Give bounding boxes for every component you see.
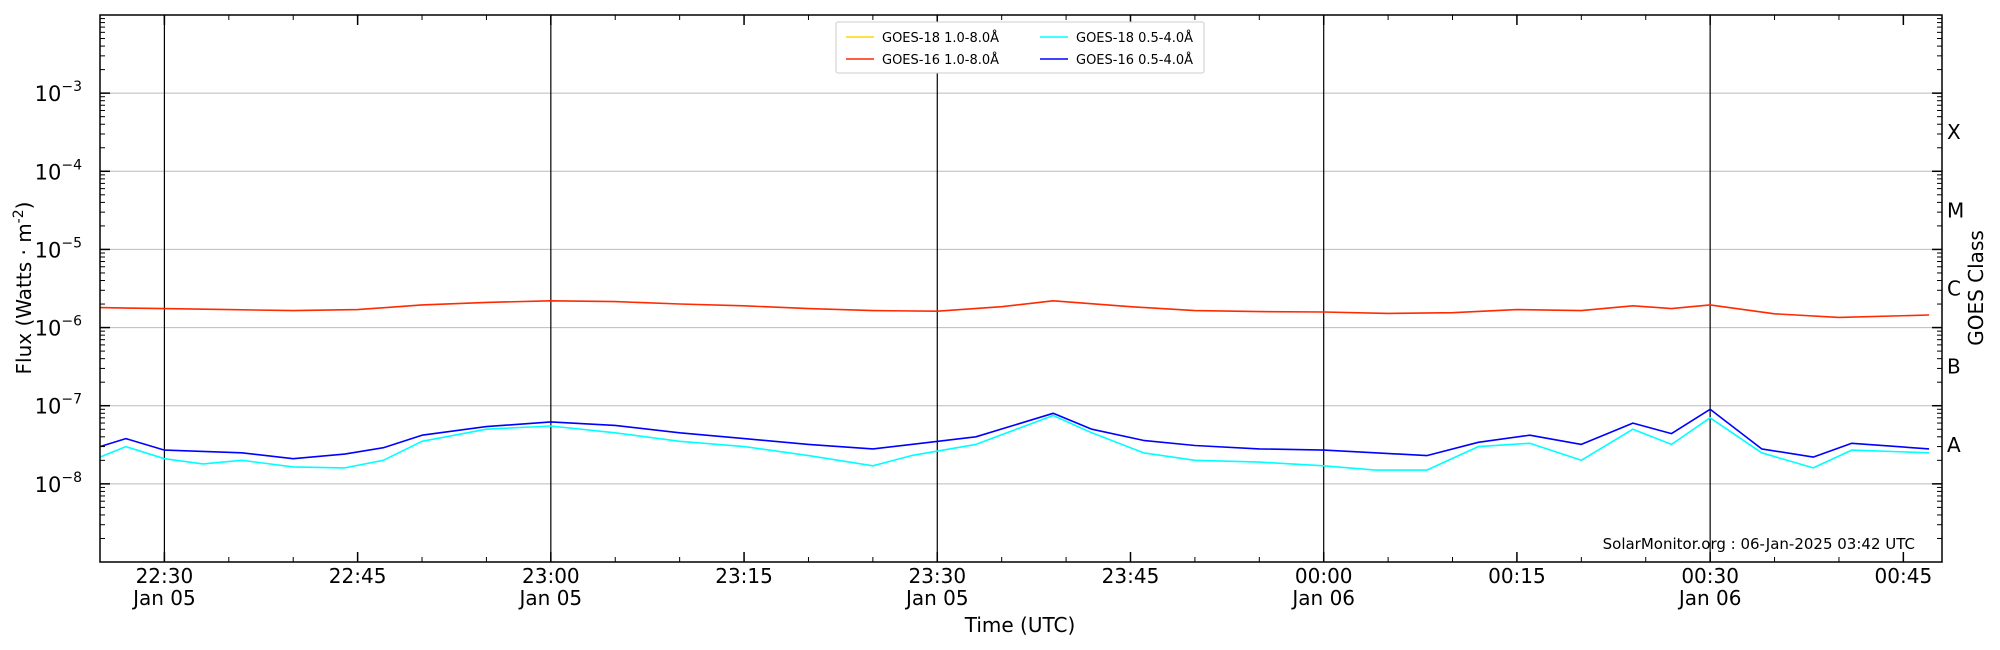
x-tick-label: 00:45 (1875, 564, 1933, 588)
goes-class-label: A (1947, 433, 1961, 457)
goes-class-labels: A B C M X (1947, 120, 1964, 457)
legend: GOES-18 1.0-8.0Å GOES-16 1.0-8.0Å GOES-18 … (835, 21, 1205, 74)
y-tick-exponent: −4 (61, 157, 82, 173)
x-tick-label: 22:45 (329, 564, 387, 588)
plot-frame (99, 14, 1943, 563)
y-tick-base: 10 (35, 395, 62, 419)
y-tick-base: 10 (35, 317, 62, 341)
y-tick-base: 10 (35, 473, 62, 497)
y-tick-base: 10 (35, 238, 62, 262)
x-axis-label: Time (UTC) (964, 613, 1076, 637)
y-axis-label-main: Flux (Watts · m (12, 223, 36, 374)
x-tick-date-label: Jan 06 (1290, 586, 1355, 610)
x-tick-date-label: Jan 05 (518, 586, 583, 610)
x-tick-label: 23:30 (908, 564, 966, 588)
series-line (99, 408, 1930, 460)
x-tick-date-label: Jan 06 (1677, 586, 1742, 610)
y-tick-label: 10−7 (35, 392, 82, 419)
x-tick-label: 23:45 (1102, 564, 1160, 588)
y-tick-exponent: −3 (61, 79, 82, 95)
x-tick-label: 00:15 (1488, 564, 1546, 588)
goes-class-label: C (1947, 277, 1961, 301)
y-axis-ticks: 10−810−710−610−510−410−3 (35, 18, 1942, 539)
y-tick-exponent: −7 (61, 392, 82, 408)
y-tick-base: 10 (35, 82, 62, 106)
x-tick-label: 00:00 (1295, 564, 1353, 588)
y-tick-label: 10−4 (35, 157, 82, 184)
y-axis-label-close: ) (12, 202, 36, 210)
series-line (99, 414, 1930, 471)
y-tick-base: 10 (35, 160, 62, 184)
y-tick-exponent: −5 (61, 235, 82, 251)
y-axis-label: Flux (Watts · m-2) (11, 202, 36, 375)
horizontal-gridlines (100, 92, 1942, 485)
x-tick-date-label: Jan 05 (131, 586, 196, 610)
legend-label: GOES-16 1.0-8.0Å (882, 52, 999, 68)
x-tick-label: 22:30 (136, 564, 194, 588)
y-axis-label-exponent: -2 (11, 209, 27, 223)
y-tick-label: 10−5 (35, 235, 82, 262)
x-tick-label: 23:15 (715, 564, 773, 588)
day-divider-lines (163, 15, 1711, 562)
y-tick-exponent: −6 (61, 314, 82, 330)
legend-label: GOES-18 1.0-8.0Å (882, 30, 999, 46)
legend-box (835, 21, 1205, 74)
y-tick-label: 10−8 (35, 470, 82, 497)
x-tick-date-label: Jan 05 (904, 586, 969, 610)
goes-class-label: X (1947, 120, 1961, 144)
goes-class-axis-label: GOES Class (1964, 230, 1988, 346)
y-tick-label: 10−6 (35, 314, 82, 341)
legend-label: GOES-16 0.5-4.0Å (1076, 52, 1193, 68)
flux-series (99, 300, 1930, 471)
legend-label: GOES-18 0.5-4.0Å (1076, 30, 1193, 46)
y-tick-label: 10−3 (35, 79, 82, 106)
y-tick-exponent: −8 (61, 470, 82, 486)
goes-class-label: B (1947, 355, 1961, 379)
goes-class-label: M (1947, 198, 1964, 222)
watermark-text: SolarMonitor.org : 06-Jan-2025 03:42 UTC (1603, 535, 1915, 553)
x-tick-label: 23:00 (522, 564, 580, 588)
series-line (99, 300, 1930, 319)
x-tick-label: 00:30 (1681, 564, 1739, 588)
